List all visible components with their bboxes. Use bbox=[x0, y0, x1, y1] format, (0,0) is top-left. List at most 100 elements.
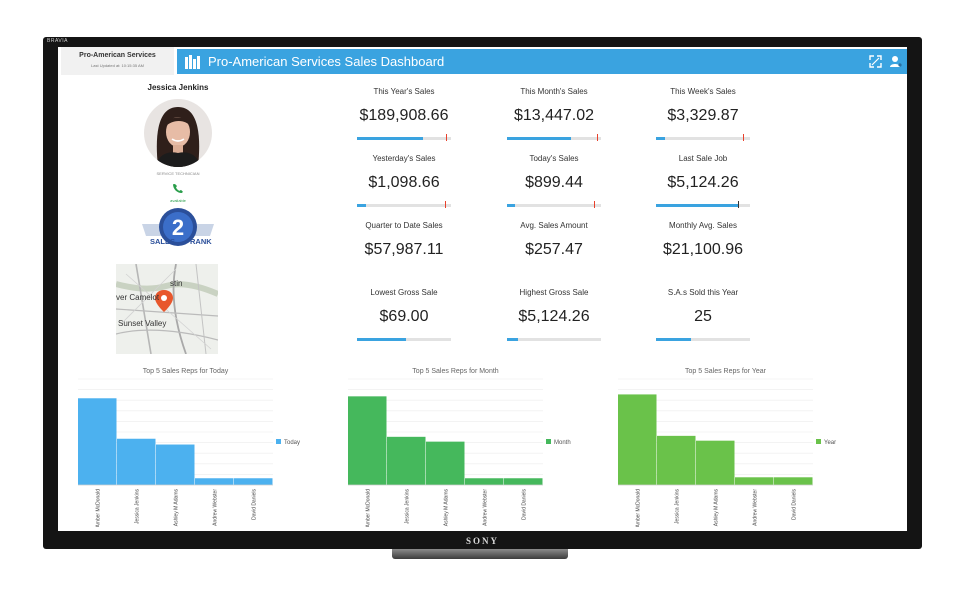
kpi-target-marker bbox=[737, 201, 739, 208]
kpi-progress-bar bbox=[357, 201, 451, 208]
kpi-target-marker bbox=[446, 134, 448, 141]
chart-title: Top 5 Sales Reps for Today bbox=[143, 368, 229, 375]
kpi-value: $5,124.26 bbox=[667, 174, 739, 191]
sales-rank-badge: 2 SALES RANK bbox=[138, 206, 218, 248]
chart-category-label: Ashley M Adams bbox=[174, 489, 180, 527]
kpi-progress-bar bbox=[507, 338, 601, 341]
kpi-tile: This Week's Sales $3,329.87 bbox=[650, 87, 756, 141]
kpi-label: S.A.s Sold this Year bbox=[667, 288, 739, 297]
chart-category-label: Ashley M Adams bbox=[444, 489, 450, 527]
profile-panel: Jessica Jenkins SERVICE TECHNICIAN avail… bbox=[118, 83, 238, 248]
kpi-progress-fill bbox=[656, 204, 738, 207]
chart-bar bbox=[465, 478, 504, 485]
kpi-tile: Today's Sales $899.44 bbox=[501, 154, 607, 208]
map-label-3: Sunset Valley bbox=[118, 319, 166, 328]
kpi-tile: Lowest Gross Sale $69.00 bbox=[351, 288, 457, 341]
chart-bar bbox=[504, 478, 543, 485]
chart-title: Top 5 Sales Reps for Month bbox=[412, 368, 498, 375]
chart-bar bbox=[657, 435, 696, 485]
kpi-progress-bar bbox=[507, 134, 601, 141]
kpi-tile: Monthly Avg. Sales $21,100.96 bbox=[650, 221, 756, 259]
kpi-progress-bar bbox=[357, 338, 451, 341]
location-map[interactable]: stin ver Camelot Sunset Valley bbox=[115, 263, 220, 355]
top-reps-chart: Top 5 Sales Reps for Today Amber McDonald… bbox=[70, 367, 320, 527]
kpi-progress-fill bbox=[656, 338, 691, 341]
kpi-tile: Yesterday's Sales $1,098.66 bbox=[351, 154, 457, 208]
kpi-progress-fill bbox=[656, 137, 666, 140]
chart-title: Top 5 Sales Reps for Year bbox=[685, 368, 767, 375]
top-reps-chart: Top 5 Sales Reps for Month Amber McDonald… bbox=[340, 367, 590, 527]
chart-bar bbox=[117, 438, 156, 485]
kpi-value: $189,908.66 bbox=[359, 107, 449, 124]
chart-category-label: Amber McDonald bbox=[636, 489, 642, 527]
map-label-2: ver Camelot bbox=[116, 293, 160, 302]
rep-name: Jessica Jenkins bbox=[147, 83, 209, 92]
phone-icon[interactable] bbox=[173, 180, 183, 198]
kpi-target-marker bbox=[445, 201, 447, 208]
chart-bar bbox=[696, 440, 735, 485]
kpi-value: $899.44 bbox=[525, 174, 583, 191]
kpi-target-marker bbox=[594, 201, 596, 208]
chart-category-label: Amber McDonald bbox=[96, 489, 102, 527]
chart-bar bbox=[426, 441, 465, 485]
fullscreen-icon[interactable] bbox=[869, 55, 882, 73]
chart-bar bbox=[156, 444, 195, 485]
chart-category-label: Jessica Jenkins bbox=[135, 489, 141, 525]
chart-category-label: David Daniels bbox=[522, 489, 528, 520]
legend-label: Year bbox=[824, 440, 836, 446]
kpi-progress-bar bbox=[507, 201, 601, 208]
chart-category-label: Ashley M Adams bbox=[714, 489, 720, 527]
chart-bar bbox=[735, 477, 774, 485]
chart-bar bbox=[234, 478, 273, 485]
chart-category-label: David Daniels bbox=[792, 489, 798, 520]
legend-swatch bbox=[546, 439, 551, 444]
chart-bar bbox=[195, 478, 234, 485]
kpi-tile: Highest Gross Sale $5,124.26 bbox=[501, 288, 607, 341]
phone-status: available bbox=[170, 198, 186, 203]
kpi-value: $69.00 bbox=[379, 308, 429, 325]
kpi-value: $57,987.11 bbox=[364, 241, 444, 258]
kpi-value: $257.47 bbox=[525, 241, 583, 258]
kpi-tile: This Year's Sales $189,908.66 bbox=[351, 87, 457, 141]
kpi-value: $5,124.26 bbox=[518, 308, 590, 325]
kpi-tile: This Month's Sales $13,447.02 bbox=[501, 87, 607, 141]
kpi-target-marker bbox=[743, 134, 745, 141]
chart-category-label: Andrew Webster bbox=[483, 489, 489, 526]
kpi-progress-fill bbox=[357, 204, 367, 207]
kpi-label: Lowest Gross Sale bbox=[370, 288, 438, 297]
chart-category-label: Jessica Jenkins bbox=[675, 489, 681, 525]
kpi-progress-fill bbox=[507, 137, 571, 140]
kpi-label: Last Sale Job bbox=[678, 154, 728, 163]
chart-bar bbox=[618, 394, 657, 485]
avatar bbox=[144, 99, 212, 167]
chart-svg: Top 5 Sales Reps for Month Amber McDonald… bbox=[348, 368, 571, 527]
kpi-progress-bar bbox=[656, 201, 750, 208]
kpi-progress-bar bbox=[656, 338, 750, 341]
kpi-progress-bar bbox=[656, 134, 750, 141]
rep-role: SERVICE TECHNICIAN bbox=[156, 171, 200, 176]
kpi-label: Yesterday's Sales bbox=[372, 154, 436, 163]
badge-left-text: SALES bbox=[150, 237, 175, 246]
kpi-label: Today's Sales bbox=[529, 154, 579, 163]
chart-category-label: Amber McDonald bbox=[366, 489, 372, 527]
top-reps-chart: Top 5 Sales Reps for Year Amber McDonald J… bbox=[610, 367, 860, 527]
tv-brand-top: BRAVIA bbox=[47, 38, 68, 44]
dashboard-screen: Pro-American Services Last Updated at: 1… bbox=[58, 47, 907, 531]
chart-category-label: Andrew Webster bbox=[213, 489, 219, 526]
dashboard-title: Pro-American Services Sales Dashboard bbox=[208, 54, 445, 69]
title-bar: Pro-American Services Sales Dashboard bbox=[177, 49, 907, 74]
kpi-label: Highest Gross Sale bbox=[519, 288, 589, 297]
badge-right-text: RANK bbox=[190, 237, 212, 246]
user-settings-icon[interactable] bbox=[890, 55, 902, 73]
chart-category-label: Jessica Jenkins bbox=[405, 489, 411, 525]
company-name: Pro-American Services bbox=[79, 52, 156, 59]
legend-label: Today bbox=[284, 440, 300, 446]
company-panel: Pro-American Services Last Updated at: 1… bbox=[61, 47, 174, 75]
kpi-tile: Quarter to Date Sales $57,987.11 bbox=[351, 221, 457, 259]
kpi-tile: Avg. Sales Amount $257.47 bbox=[501, 221, 607, 259]
kpi-label: This Year's Sales bbox=[373, 87, 435, 96]
legend-swatch bbox=[276, 439, 281, 444]
map-label-1: stin bbox=[170, 279, 182, 288]
kpi-label: Monthly Avg. Sales bbox=[669, 221, 737, 230]
kpi-tile: Last Sale Job $5,124.26 bbox=[650, 154, 756, 208]
